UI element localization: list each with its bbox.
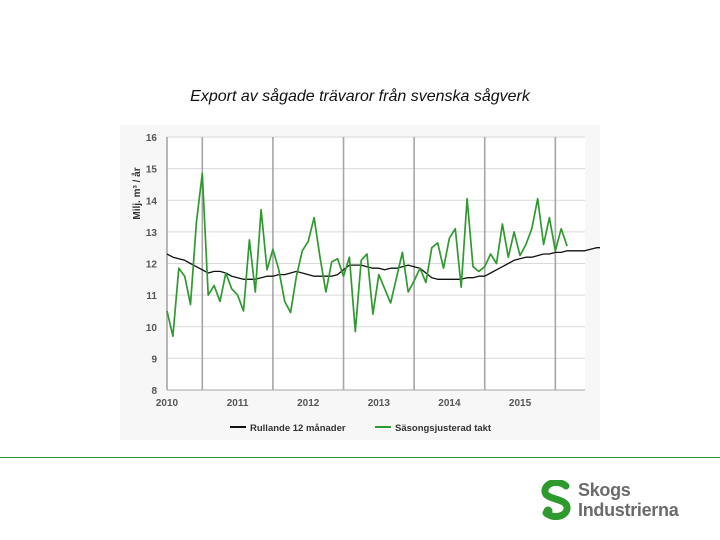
logo-s-mark-icon xyxy=(541,480,571,520)
x-tick-label: 2013 xyxy=(368,398,391,409)
skogsindustrierna-logo: Skogs Industrierna xyxy=(540,478,700,523)
x-tick-label: 2015 xyxy=(509,398,532,409)
y-tick-label: 8 xyxy=(151,386,157,397)
legend-label: Säsongsjusterad takt xyxy=(395,423,492,434)
x-tick-label: 2012 xyxy=(297,398,320,409)
logo-line-1: Skogs xyxy=(578,480,631,500)
logo-line-2: Industrierna xyxy=(578,500,679,520)
y-tick-label: 14 xyxy=(146,196,158,207)
y-tick-label: 11 xyxy=(146,291,157,302)
legend-label: Rullande 12 månader xyxy=(250,423,346,434)
x-tick-label: 2010 xyxy=(156,398,179,409)
y-tick-label: 10 xyxy=(146,323,158,334)
x-tick-label: 2014 xyxy=(438,398,461,409)
y-axis-title: Milj. m³ / år xyxy=(131,167,143,219)
y-tick-label: 13 xyxy=(146,228,158,239)
grid-layer xyxy=(167,136,585,391)
y-tick-label: 9 xyxy=(151,354,157,365)
footer-divider xyxy=(0,457,720,458)
chart-container: 8 9 10 11 12 13 14 15 16 2010 2011 2012 2013 2014 2015… xyxy=(120,125,600,440)
export-line-chart: 8 9 10 11 12 13 14 15 16 2010 2011 2012 2013 2014 2015… xyxy=(131,133,600,434)
slide-title: Export av sågade trävaror från svenska s… xyxy=(190,88,530,105)
y-tick-label: 15 xyxy=(146,165,158,176)
y-tick-label: 12 xyxy=(146,260,158,271)
x-tick-label: 2011 xyxy=(227,398,249,409)
series-layer xyxy=(166,172,600,338)
y-tick-label: 16 xyxy=(146,133,158,144)
logo-wordmark: Skogs Industrierna xyxy=(578,480,679,520)
axis-layer: 8 9 10 11 12 13 14 15 16 2010 2011 2012 2013 2014 2015… xyxy=(131,133,585,409)
vertical-marker-layer xyxy=(201,137,557,390)
series-line-seasonal xyxy=(166,172,568,338)
legend-layer: Rullande 12 månader Säsongsjusterad takt xyxy=(230,423,492,434)
